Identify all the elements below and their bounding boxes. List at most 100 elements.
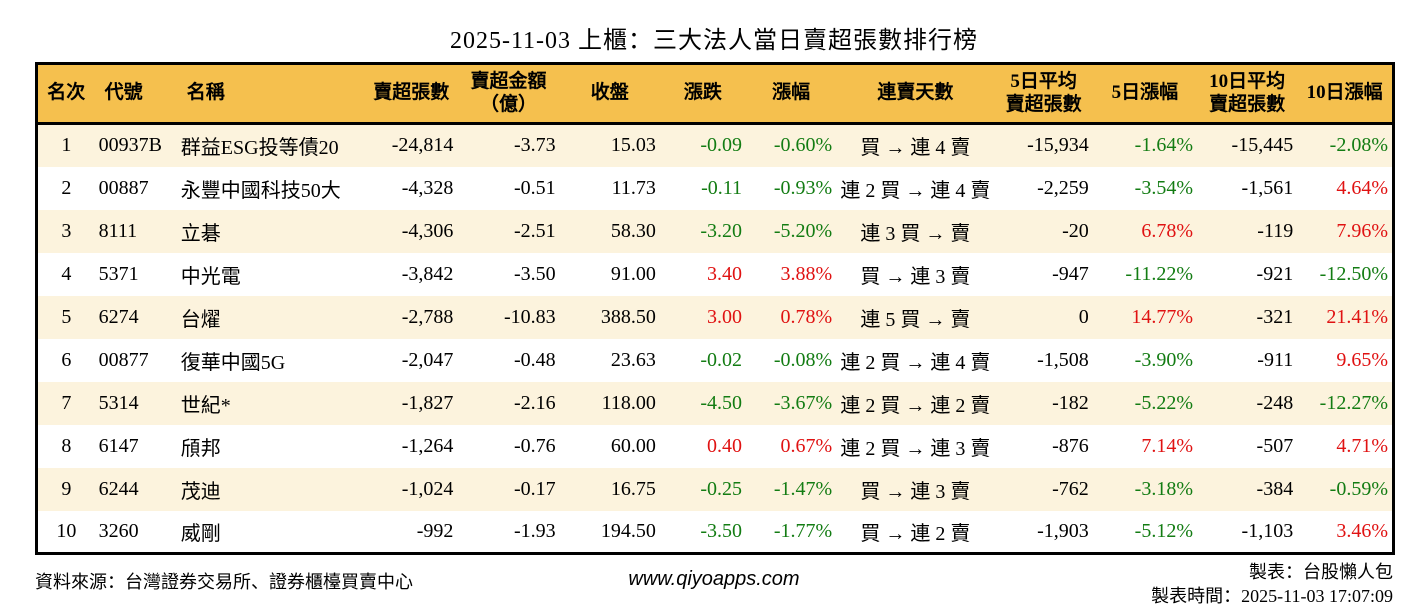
rank-cell: 10 <box>56 519 77 542</box>
header-row: 名次 代號 名稱 賣超張數 賣超金額 （億） 收盤 漲跌 漲幅 連賣天數 5日平… <box>36 63 1394 125</box>
streak-cell: 連 2 買 → 連 2 賣 <box>840 394 991 417</box>
change-cell: -0.09 <box>700 134 743 157</box>
sell-volume-cell: -1,024 <box>401 477 454 500</box>
chg10-cell: -12.50% <box>1319 262 1388 285</box>
rank-cell: 3 <box>61 219 72 242</box>
sell-amount-cell: -3.50 <box>513 262 556 285</box>
change-pct-cell: 0.78% <box>780 305 833 328</box>
change-pct-cell: -0.60% <box>773 134 833 157</box>
ranking-table: 名次 代號 名稱 賣超張數 賣超金額 （億） 收盤 漲跌 漲幅 連賣天數 5日平… <box>35 62 1395 555</box>
sell-volume-cell: -4,328 <box>401 176 454 199</box>
avg10-cell: -119 <box>1257 219 1294 242</box>
code-cell: 6147 <box>98 434 139 457</box>
change-pct-cell: -1.77% <box>773 519 833 542</box>
streak-cell: 買 → 連 3 賣 <box>860 265 971 288</box>
sell-volume-cell: -4,306 <box>401 219 454 242</box>
col-header-sell-volume: 賣超張數 <box>365 63 458 125</box>
change-cell: -4.50 <box>700 391 743 414</box>
name-cell: 群益ESG投等債20 <box>180 137 339 160</box>
change-pct-cell: -0.93% <box>773 176 833 199</box>
code-cell: 6274 <box>98 305 139 328</box>
avg10-cell: -248 <box>1256 391 1294 414</box>
chg10-cell: 4.64% <box>1336 176 1388 199</box>
name-cell: 中光電 <box>180 265 241 288</box>
name-cell: 威剛 <box>180 522 221 545</box>
code-cell: 8111 <box>98 219 138 242</box>
data-source-text: 資料來源：台灣證券交易所、證券櫃檯買賣中心 <box>35 572 413 592</box>
chg5-cell: -5.12% <box>1134 519 1193 542</box>
close-cell: 23.63 <box>610 348 656 371</box>
credit-block: 製表：台股懶人包 製表時間：2025-11-03 17:07:09 <box>1151 560 1393 609</box>
chg5-cell: -11.22% <box>1125 262 1193 285</box>
sell-amount-cell: -0.17 <box>513 477 556 500</box>
col-header-change: 漲跌 <box>659 63 747 125</box>
close-cell: 60.00 <box>610 434 656 457</box>
table-row: 3 8111 立碁 -4,306 -2.51 58.30 -3.20 -5.20… <box>36 209 1394 253</box>
avg5-cell: -947 <box>1052 262 1089 285</box>
rank-cell: 2 <box>61 176 72 199</box>
col-header-chg10: 10日漲幅 <box>1297 63 1394 125</box>
name-cell: 台燿 <box>180 308 221 331</box>
chg10-cell: 7.96% <box>1336 219 1388 242</box>
change-pct-cell: -1.47% <box>773 477 833 500</box>
rank-cell: 4 <box>61 262 72 285</box>
sell-amount-cell: -0.51 <box>513 176 556 199</box>
col-header-sell-amount: 賣超金額 （億） <box>457 63 560 125</box>
sell-amount-cell: -0.76 <box>513 434 556 457</box>
streak-cell: 連 2 買 → 連 4 賣 <box>840 179 991 202</box>
chg5-cell: -3.18% <box>1134 477 1193 500</box>
col-header-code: 代號 <box>94 63 177 125</box>
name-cell: 立碁 <box>180 222 221 245</box>
change-cell: 3.00 <box>707 305 743 328</box>
chg10-cell: -2.08% <box>1329 134 1388 157</box>
sell-volume-cell: -2,788 <box>401 305 454 328</box>
code-cell: 6244 <box>98 477 139 500</box>
sell-amount-cell: -1.93 <box>513 519 556 542</box>
close-cell: 16.75 <box>610 477 656 500</box>
table-row: 7 5314 世紀* -1,827 -2.16 118.00 -4.50 -3.… <box>36 381 1394 425</box>
chg5-cell: 7.14% <box>1141 434 1193 457</box>
rank-cell: 9 <box>61 477 72 500</box>
table-row: 9 6244 茂迪 -1,024 -0.17 16.75 -0.25 -1.47… <box>36 467 1394 511</box>
sell-amount-cell: -2.16 <box>513 391 556 414</box>
sell-volume-cell: -992 <box>416 519 454 542</box>
streak-cell: 買 → 連 3 賣 <box>860 480 971 503</box>
change-pct-cell: -0.08% <box>773 348 833 371</box>
avg5-cell: -20 <box>1062 219 1089 242</box>
avg10-cell: -15,445 <box>1231 134 1294 157</box>
change-cell: 0.40 <box>707 434 743 457</box>
streak-cell: 連 2 買 → 連 3 賣 <box>840 437 991 460</box>
sell-amount-cell: -0.48 <box>513 348 556 371</box>
col-header-close: 收盤 <box>559 63 660 125</box>
avg5-cell: -1,903 <box>1037 519 1089 542</box>
avg5-cell: 0 <box>1078 305 1089 328</box>
chg5-cell: -1.64% <box>1134 134 1193 157</box>
close-cell: 91.00 <box>610 262 656 285</box>
rank-cell: 8 <box>61 434 72 457</box>
avg10-cell: -384 <box>1256 477 1294 500</box>
avg10-cell: -507 <box>1256 434 1294 457</box>
sell-volume-cell: -2,047 <box>401 348 454 371</box>
chg10-cell: 21.41% <box>1326 305 1388 328</box>
code-cell: 00877 <box>98 348 149 371</box>
col-header-name: 名稱 <box>176 63 366 125</box>
avg10-cell: -921 <box>1256 262 1294 285</box>
avg10-cell: -1,103 <box>1241 519 1294 542</box>
change-cell: -0.25 <box>700 477 743 500</box>
col-header-rank: 名次 <box>36 63 95 125</box>
chg5-cell: 6.78% <box>1141 219 1193 242</box>
streak-cell: 連 2 買 → 連 4 賣 <box>840 351 991 374</box>
change-pct-cell: -3.67% <box>773 391 833 414</box>
change-cell: -3.50 <box>700 519 743 542</box>
table-row: 1 00937B 群益ESG投等債20 -24,814 -3.73 15.03 … <box>36 123 1394 167</box>
made-at-text: 製表時間：2025-11-03 17:07:09 <box>1151 586 1393 607</box>
sell-volume-cell: -3,842 <box>401 262 454 285</box>
chg10-cell: -0.59% <box>1329 477 1388 500</box>
name-cell: 永豐中國科技50大 <box>180 179 341 202</box>
rank-cell: 6 <box>61 348 72 371</box>
table-row: 5 6274 台燿 -2,788 -10.83 388.50 3.00 0.78… <box>36 295 1394 339</box>
sell-volume-cell: -1,264 <box>401 434 454 457</box>
col-header-streak: 連賣天數 <box>836 63 995 125</box>
sell-amount-cell: -3.73 <box>513 134 556 157</box>
